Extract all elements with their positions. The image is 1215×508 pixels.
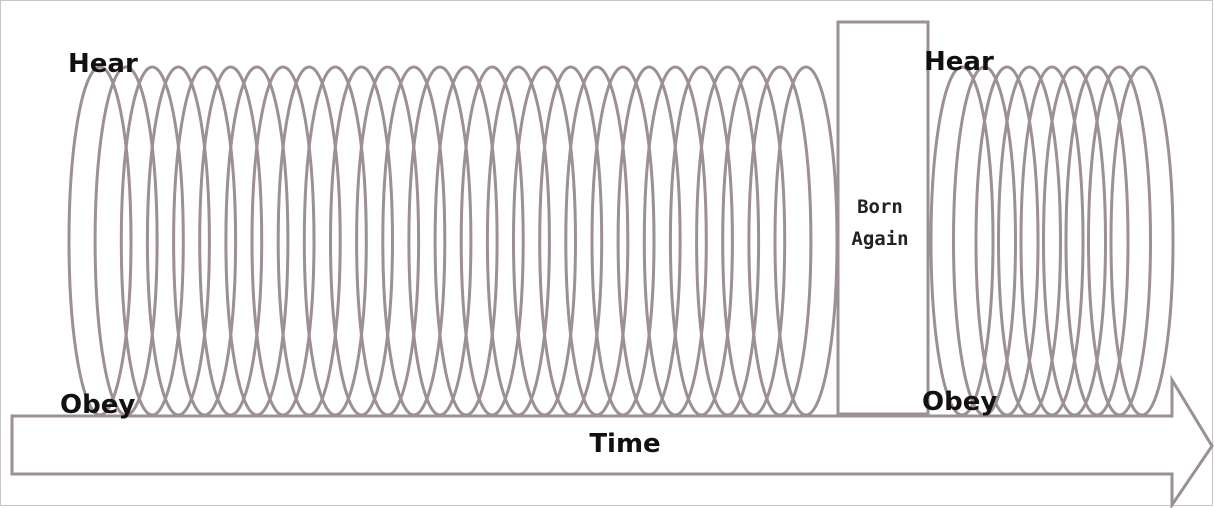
born-again-box — [836, 20, 930, 416]
coil-after-born-again — [929, 65, 1175, 417]
obey-label-right: Obey — [922, 387, 997, 417]
time-label: Time — [589, 429, 660, 459]
obey-label-left: Obey — [60, 390, 135, 420]
hear-label-right: Hear — [924, 47, 994, 77]
hear-label-left: Hear — [68, 49, 138, 79]
born-again-label-line2: Again — [851, 228, 908, 250]
born-again-label-line1: Born — [857, 196, 903, 218]
time-arrow — [10, 374, 1214, 508]
coil-before-born-again — [67, 65, 839, 417]
